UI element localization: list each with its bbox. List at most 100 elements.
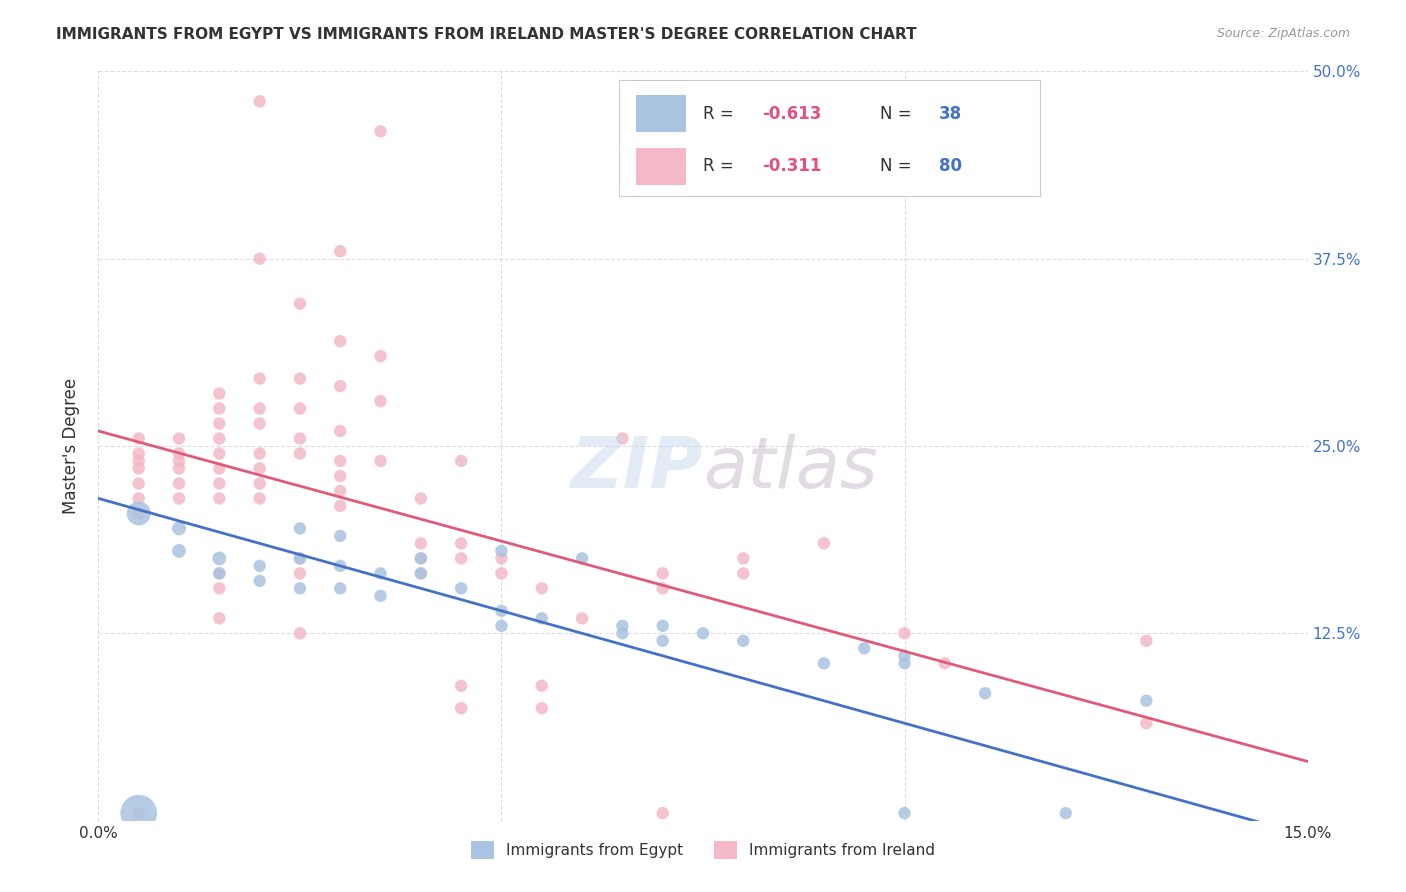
Point — [249, 252, 271, 266]
Point — [288, 296, 311, 310]
Point — [249, 461, 271, 475]
Point — [208, 491, 231, 506]
Point — [329, 529, 352, 543]
Point — [934, 657, 956, 671]
Point — [370, 349, 392, 363]
Point — [208, 446, 231, 460]
Point — [651, 633, 673, 648]
Point — [1135, 633, 1157, 648]
Point — [1054, 806, 1077, 821]
Point — [450, 536, 472, 550]
Point — [450, 679, 472, 693]
Point — [288, 551, 311, 566]
Point — [288, 521, 311, 535]
Point — [491, 619, 513, 633]
Point — [893, 626, 915, 640]
Text: 38: 38 — [939, 105, 962, 123]
Point — [288, 371, 311, 385]
Point — [450, 701, 472, 715]
Point — [893, 806, 915, 821]
Point — [530, 679, 553, 693]
Point — [329, 379, 352, 393]
Point — [167, 476, 190, 491]
Point — [612, 619, 634, 633]
Point — [1135, 694, 1157, 708]
Point — [491, 544, 513, 558]
Point — [208, 582, 231, 596]
Point — [329, 483, 352, 498]
Text: N =: N = — [880, 157, 917, 175]
Point — [813, 536, 835, 550]
Point — [974, 686, 997, 700]
Point — [288, 551, 311, 566]
Point — [128, 476, 150, 491]
Text: ZIP: ZIP — [571, 434, 703, 503]
Point — [128, 432, 150, 446]
Point — [813, 657, 835, 671]
Point — [733, 566, 755, 581]
Point — [1135, 716, 1157, 731]
Point — [530, 582, 553, 596]
Point — [409, 566, 432, 581]
Point — [893, 657, 915, 671]
Text: R =: R = — [703, 105, 740, 123]
Point — [491, 566, 513, 581]
Point — [288, 626, 311, 640]
Point — [329, 244, 352, 259]
Point — [208, 566, 231, 581]
Point — [612, 626, 634, 640]
Point — [167, 491, 190, 506]
Point — [409, 551, 432, 566]
Point — [167, 454, 190, 468]
Point — [853, 641, 876, 656]
Point — [249, 95, 271, 109]
Point — [329, 334, 352, 348]
Y-axis label: Master's Degree: Master's Degree — [62, 378, 80, 514]
Text: IMMIGRANTS FROM EGYPT VS IMMIGRANTS FROM IRELAND MASTER'S DEGREE CORRELATION CHA: IMMIGRANTS FROM EGYPT VS IMMIGRANTS FROM… — [56, 27, 917, 42]
FancyBboxPatch shape — [636, 95, 686, 132]
Point — [491, 604, 513, 618]
Point — [409, 491, 432, 506]
Point — [208, 476, 231, 491]
Point — [651, 582, 673, 596]
Point — [128, 454, 150, 468]
Point — [167, 461, 190, 475]
Point — [167, 446, 190, 460]
FancyBboxPatch shape — [636, 147, 686, 185]
Point — [208, 417, 231, 431]
Point — [370, 589, 392, 603]
Point — [370, 566, 392, 581]
Point — [733, 551, 755, 566]
Point — [249, 476, 271, 491]
Point — [409, 551, 432, 566]
Point — [128, 446, 150, 460]
Text: -0.311: -0.311 — [762, 157, 821, 175]
Point — [329, 469, 352, 483]
Point — [370, 454, 392, 468]
Point — [208, 401, 231, 416]
Point — [249, 491, 271, 506]
Point — [167, 521, 190, 535]
Point — [128, 491, 150, 506]
Point — [128, 507, 150, 521]
Point — [370, 394, 392, 409]
Point — [288, 432, 311, 446]
Point — [329, 454, 352, 468]
Point — [651, 566, 673, 581]
Point — [249, 446, 271, 460]
Text: Source: ZipAtlas.com: Source: ZipAtlas.com — [1216, 27, 1350, 40]
Point — [329, 558, 352, 573]
Legend: Immigrants from Egypt, Immigrants from Ireland: Immigrants from Egypt, Immigrants from I… — [465, 835, 941, 865]
Point — [128, 806, 150, 821]
Point — [450, 551, 472, 566]
Point — [249, 558, 271, 573]
Point — [409, 566, 432, 581]
Point — [288, 582, 311, 596]
Point — [612, 432, 634, 446]
Point — [249, 417, 271, 431]
Point — [128, 507, 150, 521]
Point — [450, 582, 472, 596]
Point — [249, 371, 271, 385]
Point — [288, 446, 311, 460]
Point — [128, 461, 150, 475]
